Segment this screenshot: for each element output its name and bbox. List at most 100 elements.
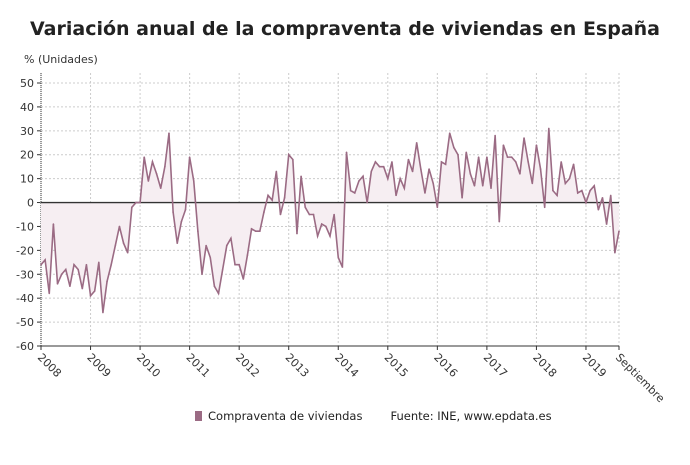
data-point bbox=[110, 263, 112, 266]
data-point bbox=[118, 225, 121, 228]
data-point bbox=[246, 254, 249, 256]
data-point bbox=[308, 213, 311, 216]
data-point bbox=[510, 156, 513, 158]
data-point bbox=[514, 161, 517, 163]
data-point bbox=[448, 132, 451, 135]
x-tick-label: 2012 bbox=[233, 351, 262, 380]
data-point bbox=[469, 173, 472, 175]
data-point bbox=[242, 278, 245, 280]
y-tick-label: -60 bbox=[16, 340, 34, 353]
y-tick-label: 20 bbox=[20, 149, 34, 162]
data-point bbox=[304, 206, 307, 209]
data-point bbox=[382, 165, 385, 168]
x-tick-label: 2015 bbox=[382, 351, 411, 380]
x-tick-label: 2013 bbox=[283, 351, 312, 380]
x-tick-label: 2017 bbox=[481, 351, 510, 380]
data-point bbox=[560, 161, 562, 163]
data-point bbox=[172, 211, 174, 213]
data-point bbox=[69, 285, 71, 288]
data-point bbox=[605, 223, 608, 225]
data-point bbox=[568, 177, 571, 180]
data-point bbox=[506, 156, 509, 158]
data-point bbox=[329, 235, 331, 237]
data-point bbox=[44, 259, 46, 261]
data-point bbox=[201, 273, 203, 276]
data-point bbox=[147, 180, 150, 182]
data-point bbox=[444, 163, 447, 166]
data-point bbox=[217, 292, 220, 295]
data-point bbox=[576, 192, 579, 194]
data-point bbox=[135, 201, 137, 204]
legend-swatch bbox=[195, 411, 202, 421]
data-point bbox=[581, 189, 583, 192]
data-point bbox=[325, 225, 327, 228]
data-point bbox=[378, 165, 381, 168]
data-point bbox=[527, 161, 529, 163]
data-point bbox=[519, 173, 521, 175]
data-point bbox=[64, 268, 67, 271]
data-point bbox=[213, 285, 216, 288]
data-point bbox=[114, 244, 117, 247]
data-point bbox=[564, 182, 567, 185]
data-point bbox=[197, 230, 199, 233]
data-point bbox=[498, 220, 501, 223]
x-tick-label: 2018 bbox=[530, 351, 559, 380]
data-point bbox=[337, 256, 340, 259]
data-point bbox=[106, 280, 108, 283]
data-point bbox=[143, 156, 146, 158]
data-point bbox=[548, 127, 550, 130]
data-point bbox=[428, 168, 430, 170]
data-point bbox=[164, 165, 166, 168]
data-point bbox=[399, 177, 401, 180]
data-point bbox=[531, 182, 534, 185]
data-point bbox=[523, 137, 525, 139]
data-point bbox=[349, 189, 352, 192]
data-point bbox=[593, 185, 596, 187]
data-point bbox=[543, 206, 546, 209]
data-point bbox=[539, 168, 542, 170]
data-point bbox=[407, 158, 410, 161]
data-point bbox=[283, 196, 286, 199]
data-point bbox=[320, 223, 323, 225]
y-tick-label: -10 bbox=[16, 220, 34, 233]
data-point bbox=[40, 263, 42, 266]
x-tick-label: 2019 bbox=[580, 351, 609, 380]
data-point bbox=[420, 168, 422, 170]
data-point bbox=[436, 206, 439, 209]
data-point bbox=[292, 158, 294, 161]
data-point bbox=[209, 256, 212, 259]
x-tick-label: 2008 bbox=[35, 351, 64, 380]
data-point bbox=[424, 192, 426, 194]
data-point bbox=[585, 201, 587, 204]
y-tick-label: -50 bbox=[16, 316, 34, 329]
x-tick-label: 2009 bbox=[84, 351, 113, 380]
data-point bbox=[259, 230, 261, 233]
data-point bbox=[374, 161, 377, 163]
data-point bbox=[601, 196, 604, 199]
data-point bbox=[93, 290, 96, 292]
y-tick-label: -30 bbox=[16, 268, 34, 281]
data-point bbox=[486, 156, 488, 158]
data-point bbox=[234, 263, 236, 266]
data-point bbox=[287, 153, 290, 156]
data-point bbox=[188, 156, 191, 158]
data-point bbox=[358, 180, 360, 182]
data-point bbox=[477, 156, 480, 158]
data-point bbox=[597, 208, 600, 211]
data-point bbox=[618, 230, 620, 233]
y-tick-label: 30 bbox=[20, 125, 34, 138]
data-point bbox=[296, 232, 298, 235]
data-point bbox=[192, 180, 195, 182]
legend-label: Compraventa de viviendas bbox=[208, 409, 363, 423]
source-note: Fuente: INE, www.epdata.es bbox=[390, 409, 552, 423]
data-point bbox=[465, 151, 468, 154]
y-tick-label: 50 bbox=[20, 77, 34, 90]
data-point bbox=[391, 161, 393, 163]
legend: Compraventa de viviendas Fuente: INE, ww… bbox=[195, 409, 552, 423]
data-point bbox=[387, 177, 389, 180]
data-point bbox=[457, 153, 459, 156]
data-point bbox=[440, 161, 443, 163]
data-point bbox=[502, 144, 505, 146]
data-point bbox=[461, 196, 463, 199]
